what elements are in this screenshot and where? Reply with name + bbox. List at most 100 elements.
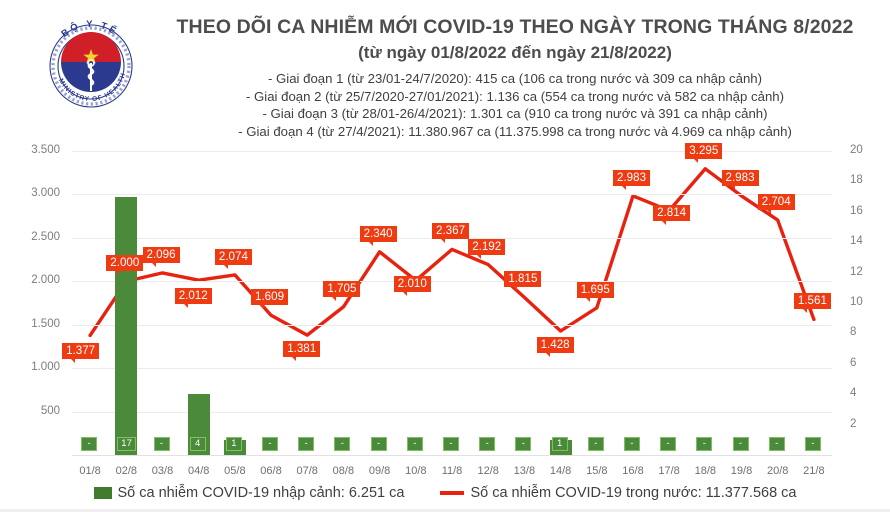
y-axis-left-tick: 3.500 <box>31 144 60 156</box>
bar-value-label: - <box>660 437 677 451</box>
bar-value-label: 1 <box>551 437 568 451</box>
x-axis-tick-label: 17/8 <box>658 465 680 477</box>
line-value-label: 2.983 <box>721 169 759 190</box>
gridline <box>72 368 832 370</box>
phase-line-2: - Giai đoạn 2 (từ 25/7/2020-27/01/2021):… <box>245 88 785 104</box>
line-value-label: 1.609 <box>251 289 289 310</box>
bar-imported-cases <box>115 196 138 455</box>
line-value-label: 2.983 <box>613 169 651 190</box>
x-axis-tick-label: 03/8 <box>151 465 174 477</box>
bar-value-label: 1 <box>225 437 242 451</box>
phase-line-1: - Giai đoạn 1 (từ 23/01-24/7/2020): 415 … <box>267 71 763 86</box>
x-axis-tick-label: 19/8 <box>730 465 753 477</box>
line-value-label: 2.704 <box>757 194 795 215</box>
bar-value-label: - <box>804 437 821 451</box>
y-axis-left-tick: 2.500 <box>31 230 60 243</box>
phase-summary-list: - Giai đoạn 1 (từ 23/01-24/7/2020): 415 … <box>150 70 880 140</box>
bar-value-label: - <box>81 437 98 451</box>
red-line-icon <box>440 491 465 495</box>
x-axis-tick-label: 01/8 <box>79 465 101 477</box>
y-axis-right-tick: 2 <box>850 417 857 430</box>
x-axis-tick-label: 08/8 <box>332 465 355 477</box>
line-value-label: 3.295 <box>685 142 723 163</box>
x-axis-tick-label: 11/8 <box>441 465 463 477</box>
bar-value-label: - <box>153 437 170 451</box>
line-value-label: 2.000 <box>106 255 144 276</box>
bar-value-label: 4 <box>189 437 206 451</box>
axis-baseline <box>72 455 832 456</box>
line-value-label: 2.367 <box>432 223 470 244</box>
y-axis-left-tick: 3.000 <box>31 187 60 200</box>
bar-value-label: - <box>587 437 604 451</box>
x-axis-tick-label: 07/8 <box>296 465 318 477</box>
x-axis-tick-label: 06/8 <box>260 465 282 477</box>
x-axis-tick-label: 21/8 <box>803 465 825 477</box>
legend-label-imported: Số ca nhiễm COVID-19 nhập cảnh: 6.251 ca <box>117 485 405 501</box>
gridline <box>72 411 832 413</box>
line-value-label: 2.074 <box>214 248 252 269</box>
plot-region: - 17 - 4 1 - - - - - - - - 1 - - - - - - - 1.377 2.000 2.096 2.0… <box>62 142 832 456</box>
y-axis-right-tick: 4 <box>850 387 857 400</box>
phase-line-4: - Giai đoạn 4 (từ 27/4/2021): 11.380.967… <box>238 123 792 139</box>
gridline <box>72 151 832 152</box>
line-value-label: 1.695 <box>576 281 614 302</box>
x-axis-tick-label: 02/8 <box>115 465 137 477</box>
line-value-label: 2.340 <box>359 225 397 246</box>
x-axis-tick-label: 09/8 <box>368 465 391 477</box>
x-axis-tick-label: 05/8 <box>224 465 246 477</box>
y-axis-right-tick: 6 <box>850 356 857 369</box>
line-value-label: 2.012 <box>174 288 212 309</box>
x-axis-tick-label: 04/8 <box>187 465 210 477</box>
y-axis-right-tick: 14 <box>850 235 863 248</box>
ministry-of-health-logo: BỘ Y TẾ MINISTRY OF HEALTH <box>36 12 146 112</box>
bottom-divider <box>0 509 890 512</box>
legend-item-imported: Số ca nhiễm COVID-19 nhập cảnh: 6.251 ca <box>93 485 405 501</box>
y-axis-right-tick: 18 <box>850 174 863 187</box>
y-axis-right-tick: 8 <box>850 326 857 339</box>
bar-value-label: - <box>768 437 785 451</box>
bar-value-label: - <box>624 437 640 451</box>
line-value-label: 1.381 <box>283 341 321 362</box>
page-subtitle: (từ ngày 01/8/2022 đến ngày 21/8/2022) <box>358 43 672 62</box>
bar-value-label: - <box>298 437 315 451</box>
chart-area: -17-4 1- - - - - - - -1- - - - - - -1.377 2.000 2.096 2.0… <box>0 136 890 477</box>
bar-value-label: - <box>479 437 496 451</box>
legend-label-domestic: Số ca nhiễm COVID-19 trong nước: 11.377.… <box>470 485 797 501</box>
phase-line-3: - Giai đoạn 3 (từ 28/01-26/4/2021): 1.30… <box>262 106 768 121</box>
green-square-icon <box>93 487 112 499</box>
y-axis-right-tick: 20 <box>850 144 863 156</box>
line-value-label: 2.192 <box>468 238 506 259</box>
bar-value-label: - <box>406 437 423 451</box>
bar-value-label: - <box>334 437 351 451</box>
gridline <box>72 281 832 283</box>
bar-value-label: - <box>732 437 749 451</box>
domestic-cases-line <box>88 167 816 338</box>
bar-value-label: - <box>696 437 713 451</box>
gridline <box>72 194 832 196</box>
bar-value-label: 17 <box>117 437 136 451</box>
line-value-label: 2.010 <box>393 276 431 297</box>
y-axis-left-tick: 2.000 <box>31 274 60 287</box>
line-value-label: 2.814 <box>653 204 691 225</box>
x-axis-tick-label: 14/8 <box>549 465 572 477</box>
x-axis-tick-label: 10/8 <box>405 465 427 477</box>
page-title: THEO DÕI CA NHIỄM MỚI COVID-19 THEO NGÀY… <box>176 16 854 38</box>
y-axis-right-tick: 10 <box>850 296 863 308</box>
line-value-label: 1.705 <box>323 280 361 301</box>
x-axis-tick-label: 16/8 <box>622 465 644 477</box>
bar-value-label: - <box>262 437 278 451</box>
x-axis-tick-label: 13/8 <box>513 465 536 477</box>
gridline <box>72 324 832 326</box>
legend-item-domestic: Số ca nhiễm COVID-19 trong nước: 11.377.… <box>440 485 797 501</box>
y-axis-right-tick: 16 <box>850 204 863 217</box>
chart-legend: Số ca nhiễm COVID-19 nhập cảnh: 6.251 ca… <box>0 485 890 501</box>
line-value-label: 1.377 <box>62 343 100 364</box>
y-axis-right-tick: 12 <box>850 265 863 278</box>
x-axis-tick-label: 12/8 <box>477 465 499 477</box>
x-axis-tick-label: 20/8 <box>766 465 789 477</box>
bar-value-label: - <box>370 437 387 451</box>
line-value-label: 1.561 <box>793 293 831 314</box>
line-value-label: 1.815 <box>504 271 542 292</box>
line-value-label: 1.428 <box>536 337 574 357</box>
